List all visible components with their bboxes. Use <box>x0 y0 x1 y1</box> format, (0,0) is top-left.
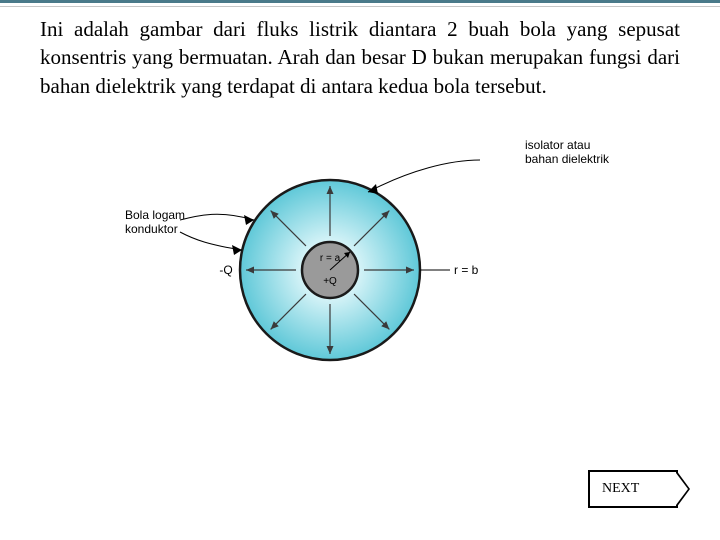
label-konduktor: Bola logam konduktor <box>125 208 185 237</box>
svg-text:r = a: r = a <box>320 253 341 264</box>
main-paragraph: Ini adalah gambar dari fluks listrik dia… <box>40 15 680 100</box>
label-konduktor-line2: konduktor <box>125 222 185 236</box>
label-isolator-line2: bahan dielektrik <box>525 152 609 166</box>
diagram-svg: +Q r = a -Q r = b <box>150 120 570 420</box>
label-isolator: isolator atau bahan dielektrik <box>525 138 609 167</box>
content-area: Ini adalah gambar dari fluks listrik dia… <box>0 3 720 420</box>
svg-text:r = b: r = b <box>454 263 479 277</box>
concentric-spheres-diagram: +Q r = a -Q r = b isolator atau bahan diele… <box>40 120 680 420</box>
next-button-label: NEXT <box>602 481 639 497</box>
label-konduktor-line1: Bola logam <box>125 208 185 222</box>
label-isolator-line1: isolator atau <box>525 138 609 152</box>
next-button[interactable]: NEXT <box>588 470 678 508</box>
header-divider <box>0 6 720 7</box>
next-arrow-icon <box>676 470 690 508</box>
svg-text:+Q: +Q <box>323 276 337 287</box>
svg-text:-Q: -Q <box>219 263 232 277</box>
